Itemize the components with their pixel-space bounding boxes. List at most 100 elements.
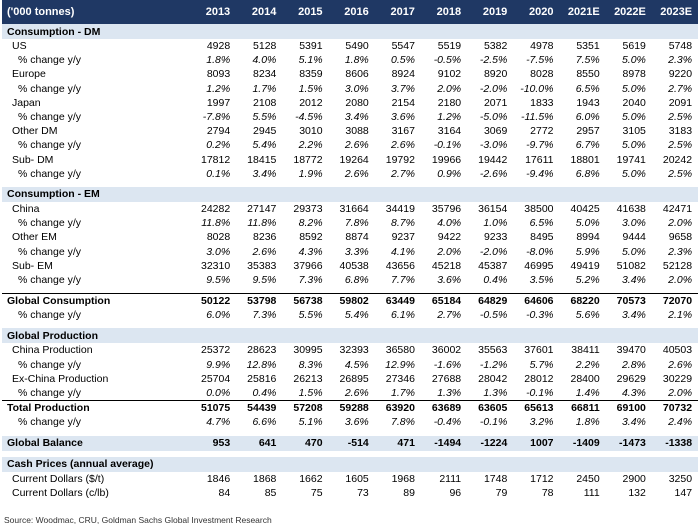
row-label: Europe xyxy=(12,68,46,81)
table-cell: 40538 xyxy=(339,259,369,272)
table-row: Global Consumption 50122 53798 56738 59802 63… xyxy=(2,293,699,309)
table-cell: -1224 xyxy=(467,435,514,451)
table-cell: 27147 xyxy=(247,202,277,215)
row-label: US xyxy=(12,40,27,53)
table-cell: 9237 xyxy=(391,231,415,244)
table-cell: 3164 xyxy=(437,125,462,138)
table-cell xyxy=(420,24,468,39)
table-cell: 4978 xyxy=(530,40,554,53)
table-cell: 3.5% xyxy=(529,273,554,286)
row-label: Global Balance xyxy=(2,435,190,451)
table-cell: -7.8% xyxy=(202,111,231,124)
pct-change-row: % change y/y 4.7% 6.6% 5.1% 3.6% 7.8% -0.4% -0.… xyxy=(2,415,698,429)
table-cell: -1409 xyxy=(559,435,606,451)
row-label: Consumption - DM xyxy=(2,24,190,39)
table-cell: 2.5% xyxy=(668,167,693,180)
table-cell xyxy=(467,24,514,39)
table-cell: 5547 xyxy=(391,40,415,53)
table-cell: -1494 xyxy=(420,435,468,451)
table-cell: 2108 xyxy=(253,96,277,109)
table-cell: 5.0% xyxy=(621,82,646,95)
table-cell: 3.3% xyxy=(344,245,369,258)
table-cell: 5.9% xyxy=(575,245,600,258)
table-cell: 70732 xyxy=(651,400,699,416)
table-cell: 34419 xyxy=(385,202,415,215)
table-cell: 19741 xyxy=(616,153,646,166)
table-cell: 8359 xyxy=(299,68,323,81)
table-cell: 2.5% xyxy=(668,139,693,152)
table-cell: 2.7% xyxy=(668,82,693,95)
table-cell: 5.0% xyxy=(621,245,646,258)
table-cell: -2.5% xyxy=(479,54,508,67)
table-cell: 2794 xyxy=(206,125,231,138)
table-cell: 65184 xyxy=(420,293,468,309)
table-cell: 3250 xyxy=(668,472,693,485)
row-label: Current Dollars ($/t) xyxy=(12,472,105,485)
row-label: % change y/y xyxy=(18,387,82,400)
table-cell: -0.5% xyxy=(479,309,508,322)
table-cell: 28400 xyxy=(570,372,600,385)
table-cell: 89 xyxy=(403,486,415,499)
table-cell: 2.5% xyxy=(668,111,693,124)
table-cell xyxy=(513,456,560,472)
table-cell: 27688 xyxy=(431,372,462,385)
table-cell: -0.1% xyxy=(479,416,508,429)
table-cell xyxy=(559,328,606,344)
pct-change-row: % change y/y 9.9% 12.8% 8.3% 4.5% 12.9% -1.6% -… xyxy=(2,358,698,372)
section-header-row: Global Balance 953 641 470 -514 471 -1494 -1224… xyxy=(2,435,699,451)
table-cell xyxy=(605,328,652,344)
row-label: % change y/y xyxy=(18,139,82,152)
row-label: Sub- DM xyxy=(12,153,54,166)
table-cell: 3.4% xyxy=(621,309,646,322)
table-cell: 35796 xyxy=(431,202,462,215)
table-cell: 5.5% xyxy=(298,309,323,322)
table-cell: 28042 xyxy=(478,372,508,385)
table-cell: 5391 xyxy=(299,40,323,53)
pct-change-row: % change y/y -7.8% 5.5% -4.5% 3.4% 3.6% 1.2% -5… xyxy=(2,110,698,124)
table-cell: 8978 xyxy=(622,68,646,81)
table-cell: -1473 xyxy=(605,435,652,451)
table-cell: 26895 xyxy=(339,372,369,385)
table-cell: 1605 xyxy=(345,472,369,485)
table-row: Japan 1997 2108 2012 2080 2154 2180 2071 1833 194… xyxy=(2,96,698,110)
table-cell: 43656 xyxy=(385,259,415,272)
table-cell: 52128 xyxy=(662,259,693,272)
table-cell xyxy=(236,456,283,472)
pct-change-row: % change y/y 6.0% 7.3% 5.5% 5.4% 6.1% 2.7% -0.5… xyxy=(2,308,698,322)
table-cell: 72070 xyxy=(651,293,699,309)
table-cell: 63605 xyxy=(467,400,514,416)
table-cell: 7.8% xyxy=(344,217,369,230)
table-cell: 2.0% xyxy=(437,245,462,258)
table-cell xyxy=(467,456,514,472)
table-cell: 5.6% xyxy=(575,309,600,322)
table-cell xyxy=(236,24,283,39)
table-cell: -2.0% xyxy=(479,245,508,258)
table-cell: 1007 xyxy=(513,435,560,451)
table-cell xyxy=(559,24,606,39)
table-cell: 6.5% xyxy=(529,217,554,230)
table-cell: 75 xyxy=(310,486,323,499)
table-cell: -9.4% xyxy=(526,167,554,180)
row-label: % change y/y xyxy=(18,273,82,286)
table-cell: -8.0% xyxy=(526,245,554,258)
table-cell: 2.6% xyxy=(344,139,369,152)
table-cell: 5.0% xyxy=(575,217,600,230)
table-cell: 8495 xyxy=(530,231,554,244)
section-header-row: Consumption - EM xyxy=(2,186,699,202)
table-row: US 4928 5128 5391 5490 5547 5519 5382 4978 5351 56… xyxy=(2,39,698,53)
table-cell: 2154 xyxy=(391,96,415,109)
table-cell xyxy=(190,186,237,202)
table-header-row: ('000 tonnes) 2013 2014 2015 2016 2017 2… xyxy=(2,0,699,24)
table-cell: 5382 xyxy=(483,40,508,53)
table-cell: 36002 xyxy=(431,344,462,357)
table-cell: 3.0% xyxy=(621,217,646,230)
row-label: % change y/y xyxy=(18,358,82,371)
table-cell xyxy=(605,186,652,202)
table-cell: 147 xyxy=(674,486,693,499)
table-cell: 38411 xyxy=(571,344,600,357)
table-cell xyxy=(467,186,514,202)
table-row: Ex-China Production 25704 25816 26213 26895 2… xyxy=(2,372,698,386)
table-cell: -1.2% xyxy=(479,358,508,371)
year-header: 2022E xyxy=(605,0,652,24)
table-cell xyxy=(651,328,699,344)
